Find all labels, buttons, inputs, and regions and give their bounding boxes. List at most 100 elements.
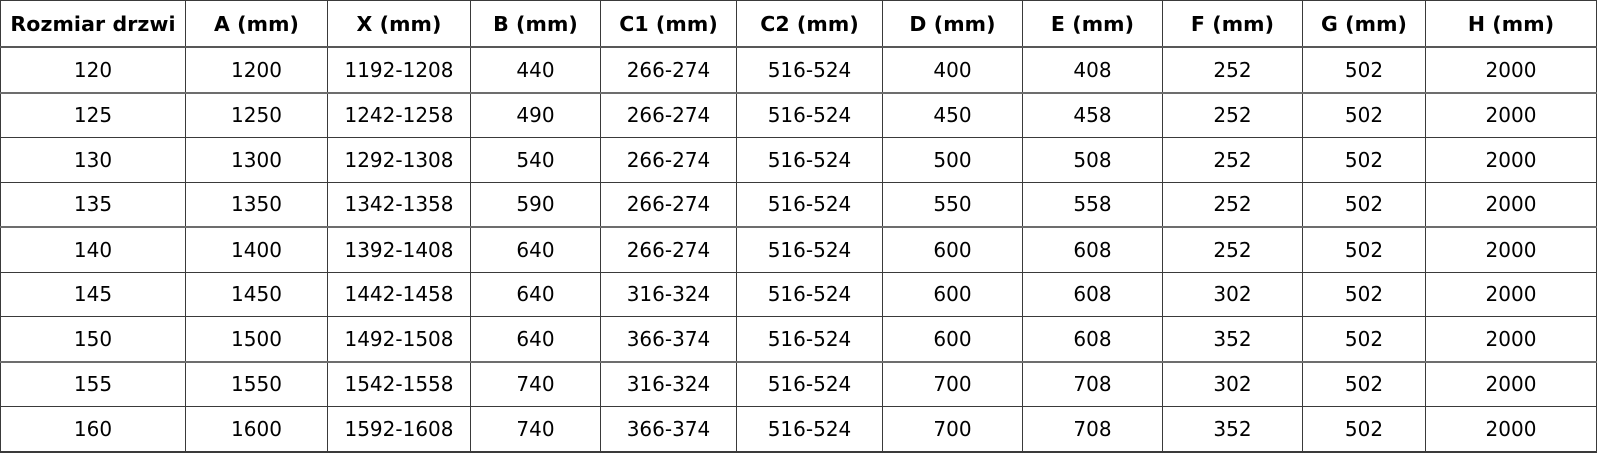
cell-c1[interactable]: 266-274	[600, 91, 737, 138]
cell-e[interactable]: 708	[1022, 360, 1163, 407]
cell-g[interactable]: 502	[1302, 360, 1426, 407]
cell-g[interactable]: 502	[1302, 137, 1426, 183]
column-header-d[interactable]: D (mm)	[882, 0, 1023, 48]
column-header-size[interactable]: Rozmiar drzwi	[0, 0, 186, 48]
cell-c2[interactable]: 516-524	[736, 360, 883, 407]
cell-c1[interactable]: 366-374	[600, 406, 737, 453]
cell-x[interactable]: 1242-1258	[327, 91, 471, 138]
cell-f[interactable]: 302	[1162, 271, 1303, 317]
cell-a[interactable]: 1350	[185, 181, 328, 228]
cell-e[interactable]: 508	[1022, 137, 1163, 183]
cell-c2[interactable]: 516-524	[736, 226, 883, 273]
cell-h[interactable]: 2000	[1425, 181, 1597, 228]
cell-size[interactable]: 120	[0, 46, 186, 93]
cell-f[interactable]: 352	[1162, 316, 1303, 362]
cell-d[interactable]: 450	[882, 91, 1023, 138]
cell-f[interactable]: 352	[1162, 406, 1303, 453]
cell-a[interactable]: 1450	[185, 271, 328, 317]
cell-x[interactable]: 1392-1408	[327, 226, 471, 273]
cell-c2[interactable]: 516-524	[736, 181, 883, 228]
cell-g[interactable]: 502	[1302, 181, 1426, 228]
cell-c2[interactable]: 516-524	[736, 271, 883, 317]
cell-d[interactable]: 400	[882, 46, 1023, 93]
cell-size[interactable]: 140	[0, 226, 186, 273]
cell-c1[interactable]: 366-374	[600, 316, 737, 362]
cell-b[interactable]: 490	[470, 91, 601, 138]
cell-e[interactable]: 558	[1022, 181, 1163, 228]
cell-b[interactable]: 740	[470, 406, 601, 453]
cell-a[interactable]: 1300	[185, 137, 328, 183]
cell-b[interactable]: 590	[470, 181, 601, 228]
cell-d[interactable]: 600	[882, 226, 1023, 273]
cell-c2[interactable]: 516-524	[736, 137, 883, 183]
cell-c2[interactable]: 516-524	[736, 316, 883, 362]
cell-e[interactable]: 408	[1022, 46, 1163, 93]
cell-g[interactable]: 502	[1302, 226, 1426, 273]
cell-d[interactable]: 550	[882, 181, 1023, 228]
cell-c2[interactable]: 516-524	[736, 91, 883, 138]
cell-f[interactable]: 252	[1162, 91, 1303, 138]
cell-f[interactable]: 302	[1162, 360, 1303, 407]
cell-a[interactable]: 1500	[185, 316, 328, 362]
cell-e[interactable]: 608	[1022, 271, 1163, 317]
cell-a[interactable]: 1550	[185, 360, 328, 407]
cell-x[interactable]: 1292-1308	[327, 137, 471, 183]
cell-h[interactable]: 2000	[1425, 360, 1597, 407]
cell-size[interactable]: 150	[0, 316, 186, 362]
cell-g[interactable]: 502	[1302, 46, 1426, 93]
cell-b[interactable]: 440	[470, 46, 601, 93]
cell-size[interactable]: 160	[0, 406, 186, 453]
column-header-x[interactable]: X (mm)	[327, 0, 471, 48]
cell-d[interactable]: 700	[882, 406, 1023, 453]
cell-h[interactable]: 2000	[1425, 316, 1597, 362]
cell-x[interactable]: 1542-1558	[327, 360, 471, 407]
cell-d[interactable]: 600	[882, 316, 1023, 362]
cell-x[interactable]: 1442-1458	[327, 271, 471, 317]
column-header-c1[interactable]: C1 (mm)	[600, 0, 737, 48]
cell-h[interactable]: 2000	[1425, 137, 1597, 183]
cell-a[interactable]: 1200	[185, 46, 328, 93]
cell-e[interactable]: 458	[1022, 91, 1163, 138]
cell-e[interactable]: 708	[1022, 406, 1163, 453]
cell-c1[interactable]: 266-274	[600, 226, 737, 273]
column-header-c2[interactable]: C2 (mm)	[736, 0, 883, 48]
cell-size[interactable]: 155	[0, 360, 186, 407]
cell-c2[interactable]: 516-524	[736, 46, 883, 93]
cell-d[interactable]: 600	[882, 271, 1023, 317]
cell-g[interactable]: 502	[1302, 271, 1426, 317]
cell-g[interactable]: 502	[1302, 406, 1426, 453]
cell-x[interactable]: 1192-1208	[327, 46, 471, 93]
cell-d[interactable]: 700	[882, 360, 1023, 407]
cell-c1[interactable]: 266-274	[600, 181, 737, 228]
cell-h[interactable]: 2000	[1425, 406, 1597, 453]
cell-g[interactable]: 502	[1302, 316, 1426, 362]
cell-c1[interactable]: 266-274	[600, 46, 737, 93]
cell-x[interactable]: 1342-1358	[327, 181, 471, 228]
cell-a[interactable]: 1250	[185, 91, 328, 138]
cell-h[interactable]: 2000	[1425, 46, 1597, 93]
cell-size[interactable]: 125	[0, 91, 186, 138]
cell-e[interactable]: 608	[1022, 226, 1163, 273]
cell-g[interactable]: 502	[1302, 91, 1426, 138]
cell-c1[interactable]: 316-324	[600, 271, 737, 317]
cell-f[interactable]: 252	[1162, 46, 1303, 93]
column-header-f[interactable]: F (mm)	[1162, 0, 1303, 48]
cell-size[interactable]: 145	[0, 271, 186, 317]
cell-c1[interactable]: 266-274	[600, 137, 737, 183]
cell-size[interactable]: 130	[0, 137, 186, 183]
cell-x[interactable]: 1492-1508	[327, 316, 471, 362]
cell-b[interactable]: 740	[470, 360, 601, 407]
cell-e[interactable]: 608	[1022, 316, 1163, 362]
column-header-e[interactable]: E (mm)	[1022, 0, 1163, 48]
cell-c2[interactable]: 516-524	[736, 406, 883, 453]
cell-f[interactable]: 252	[1162, 181, 1303, 228]
cell-a[interactable]: 1600	[185, 406, 328, 453]
cell-b[interactable]: 640	[470, 271, 601, 317]
cell-c1[interactable]: 316-324	[600, 360, 737, 407]
cell-d[interactable]: 500	[882, 137, 1023, 183]
column-header-a[interactable]: A (mm)	[185, 0, 328, 48]
cell-b[interactable]: 640	[470, 226, 601, 273]
cell-h[interactable]: 2000	[1425, 271, 1597, 317]
column-header-g[interactable]: G (mm)	[1302, 0, 1426, 48]
cell-f[interactable]: 252	[1162, 226, 1303, 273]
